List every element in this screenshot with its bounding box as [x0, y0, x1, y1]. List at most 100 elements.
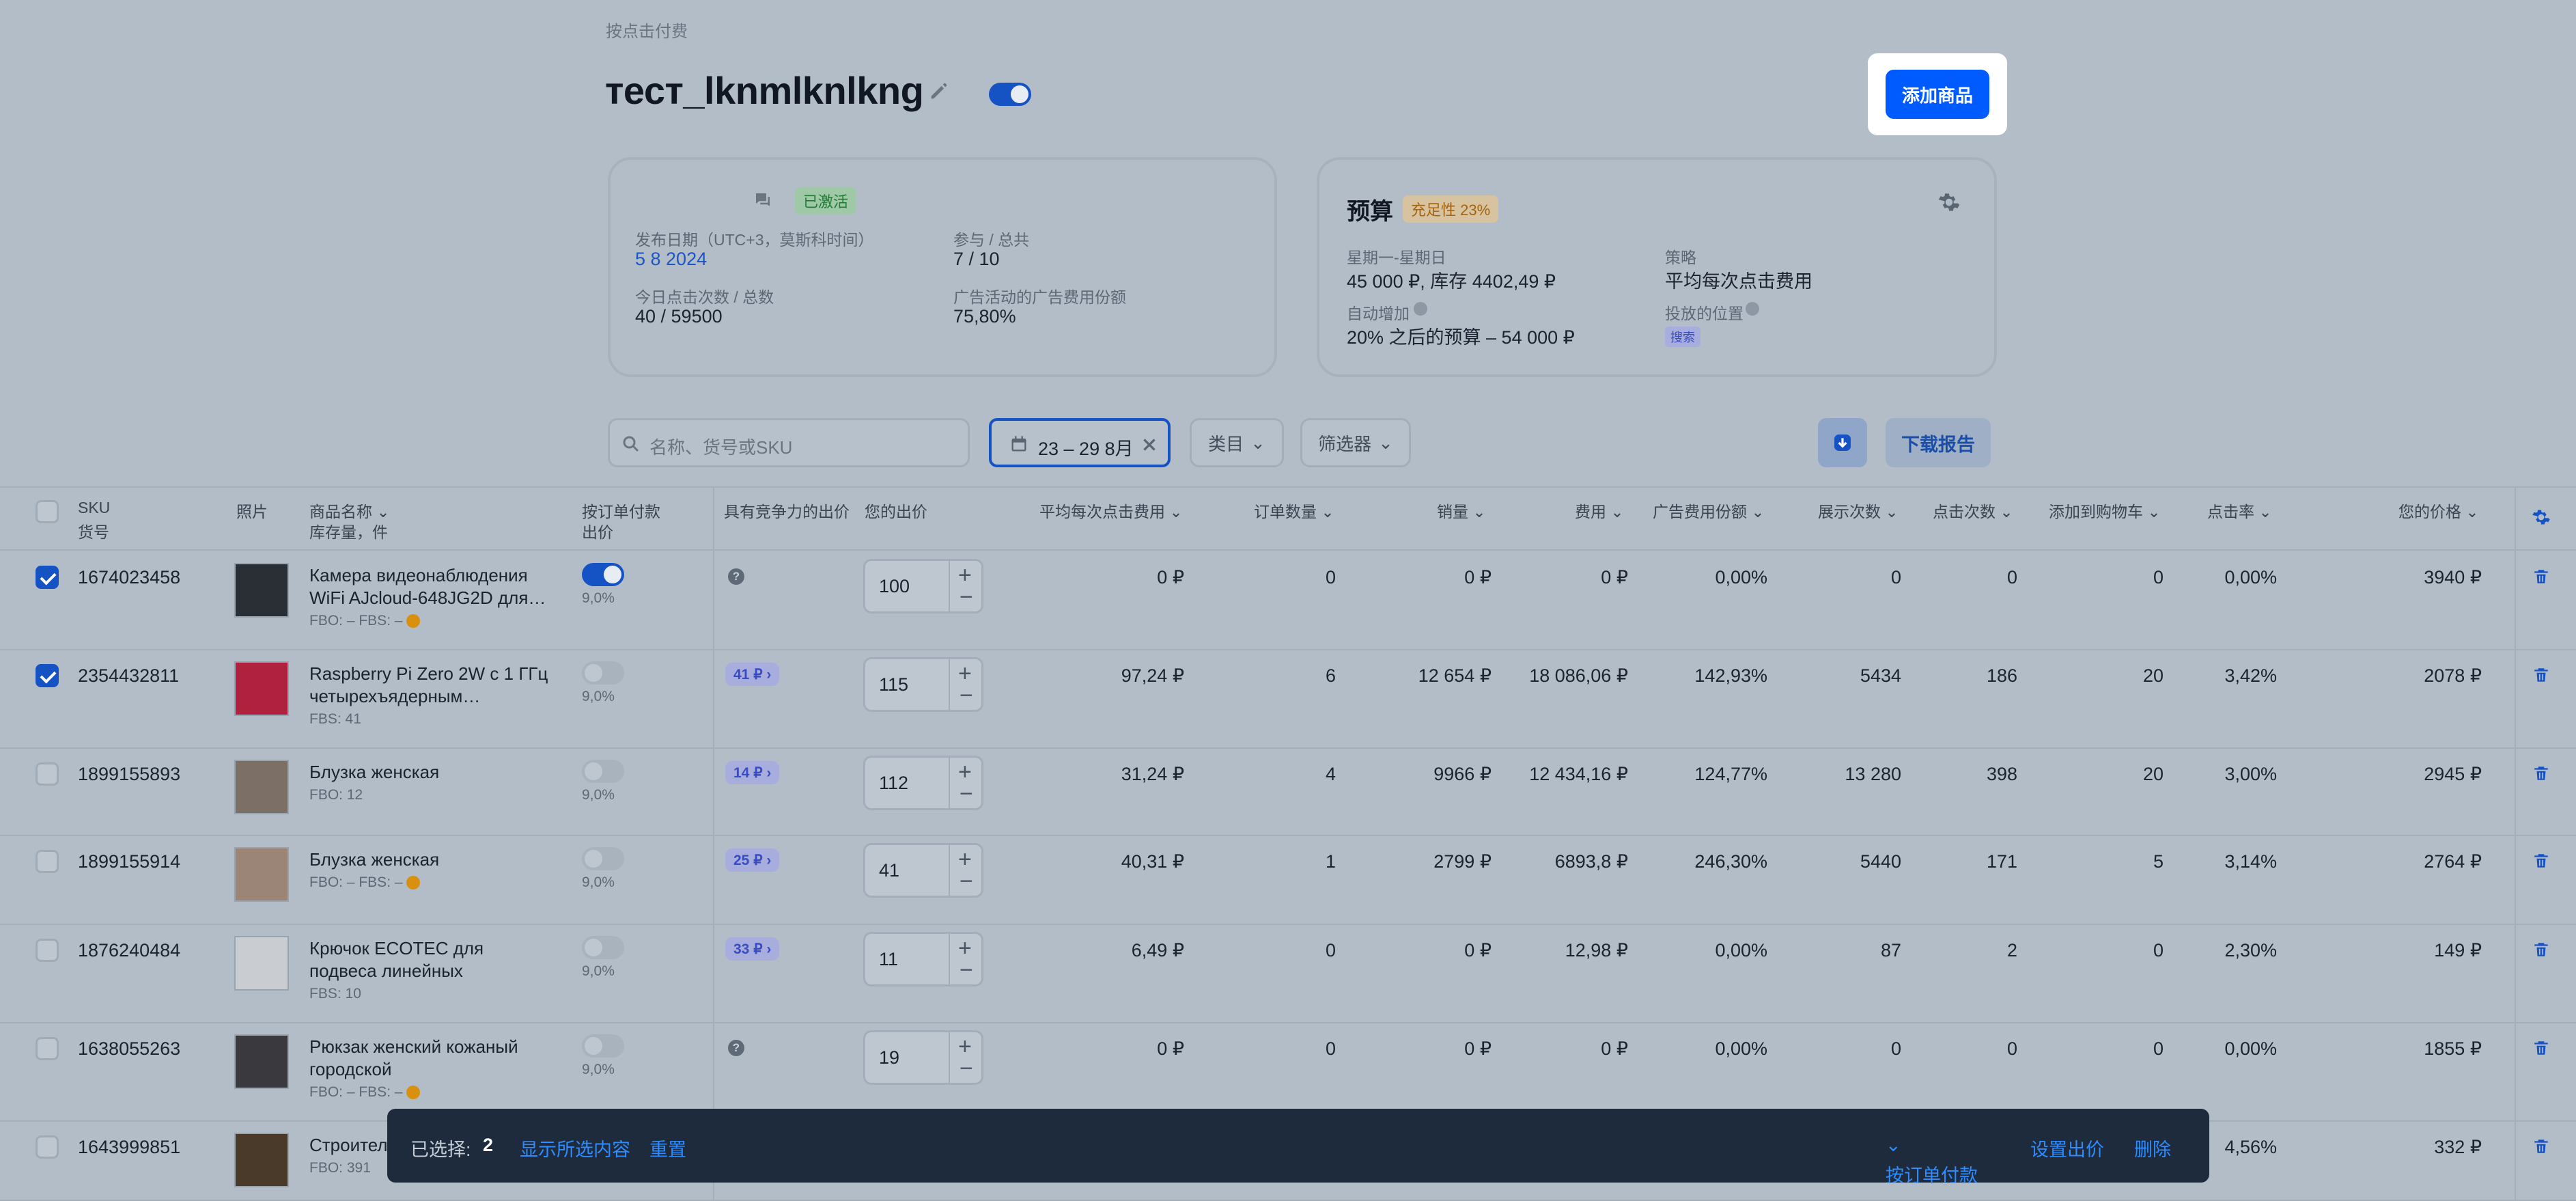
breadcrumb[interactable]: 按点击付费 — [606, 23, 688, 41]
trash-icon[interactable] — [2532, 764, 2550, 783]
question-icon[interactable]: ? — [728, 1040, 744, 1056]
download-report-button[interactable]: 下载报告 — [1886, 418, 1991, 467]
publish-date-value[interactable]: 5 8 2024 — [635, 249, 708, 269]
bid-stepper[interactable]: 11 + − — [863, 932, 983, 986]
cpo-action-dropdown[interactable]: 按订单付款 ⌄ — [1886, 1135, 1978, 1186]
col-clicks[interactable]: 点击次数 ⌄ — [1933, 503, 2013, 521]
product-photo[interactable] — [234, 936, 289, 991]
bid-stepper[interactable]: 41 + − — [863, 843, 983, 898]
col-ctr[interactable]: 点击率 ⌄ — [2207, 503, 2272, 521]
select-all-checkbox[interactable] — [36, 500, 59, 523]
bid-stepper[interactable]: 112 + − — [863, 756, 983, 810]
trash-icon[interactable] — [2532, 1137, 2550, 1156]
publish-date-label: 发布日期（UTC+3，莫斯科时间） — [635, 231, 874, 249]
col-price[interactable]: 您的价格 ⌄ — [2398, 503, 2479, 521]
col-name[interactable]: 商品名称 ⌄ — [309, 503, 390, 521]
settings-gear-icon[interactable] — [2531, 507, 2551, 527]
col-sku: SKU — [78, 499, 111, 516]
warning-icon[interactable] — [406, 614, 421, 629]
col-sales[interactable]: 销量 ⌄ — [1437, 503, 1486, 521]
product-name[interactable]: Крючок ECOTEC для подвеса линейных свети… — [309, 938, 484, 1002]
category-dropdown[interactable]: 类目 ⌄ — [1190, 418, 1284, 467]
row-checkbox[interactable] — [36, 1037, 59, 1060]
col-impressions[interactable]: 展示次数 ⌄ — [1818, 503, 1899, 521]
avg-value: 40,31 ₽ — [1121, 851, 1184, 872]
show-selected-link[interactable]: 显示所选内容 — [520, 1140, 630, 1160]
minus-icon: − — [960, 957, 973, 983]
share-value: 0,00% — [1715, 1038, 1767, 1059]
col-cart[interactable]: 添加到购物车 ⌄ — [2049, 503, 2161, 521]
cpo-toggle[interactable] — [582, 661, 624, 685]
search-input[interactable]: 名称、货号或SKU — [608, 418, 970, 467]
competitive-bid-badge[interactable]: 25 ₽ › — [725, 848, 780, 872]
competitive-bid-badge[interactable]: 14 ₽ › — [725, 761, 780, 784]
gear-icon[interactable] — [1937, 190, 1961, 215]
product-name[interactable]: Камера видеонаблюдения WiFi AJcloud-648J… — [309, 565, 546, 629]
product-photo[interactable] — [234, 760, 289, 814]
info-icon[interactable] — [1414, 302, 1427, 316]
cpo-toggle[interactable] — [582, 563, 624, 586]
col-cost[interactable]: 费用 ⌄ — [1575, 503, 1624, 521]
delete-link[interactable]: 删除 — [2134, 1140, 2171, 1160]
product-photo[interactable] — [234, 661, 289, 716]
trash-icon[interactable] — [2532, 1038, 2550, 1058]
product-photo[interactable] — [234, 847, 289, 902]
question-icon[interactable]: ? — [728, 568, 744, 585]
calendar-icon — [1011, 436, 1026, 452]
avg-value: 0 ₽ — [1157, 567, 1184, 588]
cpo-toggle[interactable] — [582, 1034, 624, 1058]
product-name[interactable]: Рюкзак женский кожаный городской FBO: – F… — [309, 1036, 518, 1100]
product-photo[interactable] — [234, 1034, 289, 1089]
warning-icon[interactable] — [406, 876, 421, 890]
set-bid-link[interactable]: 设置出价 — [2030, 1140, 2104, 1160]
trash-icon[interactable] — [2532, 665, 2550, 685]
filter-dropdown[interactable]: 筛选器 ⌄ — [1300, 418, 1411, 467]
trash-icon[interactable] — [2532, 567, 2550, 586]
product-photo[interactable] — [234, 1133, 289, 1187]
trash-icon[interactable] — [2532, 851, 2550, 870]
col-orders[interactable]: 订单数量 ⌄ — [1254, 503, 1334, 521]
close-icon[interactable] — [1140, 436, 1158, 454]
reset-link[interactable]: 重置 — [649, 1140, 686, 1160]
cpo-toggle[interactable] — [582, 760, 624, 783]
sales-value: 9966 ₽ — [1433, 764, 1492, 784]
product-photo[interactable] — [234, 563, 289, 618]
campaign-active-toggle[interactable] — [989, 83, 1031, 106]
minus-icon: − — [960, 1055, 973, 1081]
date-range-picker[interactable]: 23 – 29 8月 — [989, 418, 1171, 467]
avg-value: 6,49 ₽ — [1131, 940, 1184, 961]
pencil-icon[interactable] — [927, 79, 951, 102]
bid-stepper[interactable]: 100 + − — [863, 559, 983, 613]
product-name[interactable]: Блузка женская FBO: – FBS: – — [309, 849, 440, 890]
competitive-bid-badge[interactable]: 33 ₽ › — [725, 937, 780, 961]
download-button[interactable] — [1818, 418, 1867, 467]
info-icon[interactable] — [1746, 302, 1759, 316]
cart-value: 0 — [2153, 940, 2164, 961]
row-checkbox[interactable] — [36, 566, 59, 589]
row-checkbox[interactable] — [36, 1135, 59, 1159]
bid-stepper[interactable]: 115 + − — [863, 657, 983, 712]
plus-icon: + — [958, 935, 972, 961]
bid-stepper[interactable]: 19 + − — [863, 1030, 983, 1085]
cart-value: 20 — [2142, 764, 2164, 784]
table-row: 1876240484 Крючок ECOTEC для подвеса лине… — [0, 925, 2576, 1023]
sku-value: 1876240484 — [78, 940, 181, 961]
row-checkbox[interactable] — [36, 664, 59, 687]
competitive-bid-badge[interactable]: 41 ₽ › — [725, 663, 780, 686]
product-name[interactable]: Блузка женская FBO: 12 — [309, 762, 440, 803]
warning-icon[interactable] — [406, 1086, 421, 1100]
cpo-toggle[interactable] — [582, 936, 624, 959]
row-checkbox[interactable] — [36, 762, 59, 786]
ctr-value: 2,30% — [2224, 940, 2277, 961]
add-products-button[interactable]: 添加商品 — [1886, 70, 1989, 119]
row-checkbox[interactable] — [36, 850, 59, 873]
col-ad-share[interactable]: 广告费用份额 ⌄ — [1653, 503, 1765, 521]
trash-icon[interactable] — [2532, 940, 2550, 959]
price-value: 2764 ₽ — [2424, 851, 2482, 872]
col-avg-cpc[interactable]: 平均每次点击费用 ⌄ — [1039, 503, 1183, 521]
row-checkbox[interactable] — [36, 939, 59, 962]
cpo-toggle[interactable] — [582, 847, 624, 870]
product-name[interactable]: Raspberry Pi Zero 2W с 1 ГГц четырехъяде… — [309, 663, 548, 727]
plus-icon: + — [958, 1034, 972, 1060]
stock-value: FBS: 41 — [309, 711, 361, 727]
